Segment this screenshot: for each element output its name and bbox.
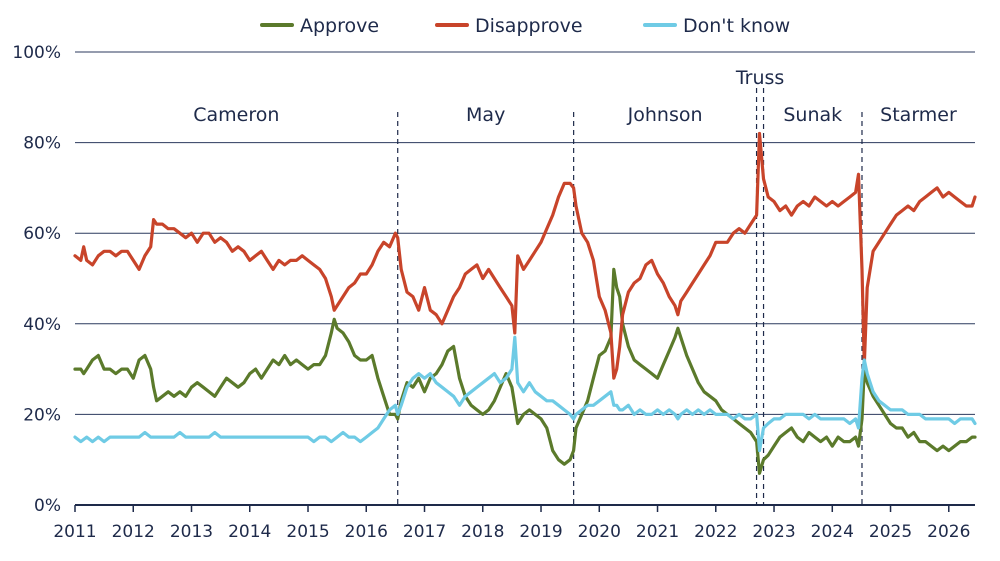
period-label-sunak: Sunak — [783, 104, 842, 126]
series-line-approve — [73, 267, 977, 475]
legend: Approve Disapprove Don't know — [260, 15, 790, 37]
series-line-don-t-know — [73, 335, 977, 453]
x-tick-label: 2016 — [345, 522, 388, 542]
period-label-johnson: Johnson — [627, 104, 703, 126]
y-tick-label: 40% — [23, 315, 61, 335]
x-tick-label: 2019 — [519, 522, 562, 542]
y-tick-label: 20% — [23, 405, 61, 425]
y-tick-label: 60% — [23, 224, 61, 244]
x-tick-label: 2018 — [461, 522, 504, 542]
period-label-cameron: Cameron — [193, 104, 279, 126]
y-tick-label: 80% — [23, 134, 61, 154]
x-tick-label: 2011 — [53, 522, 96, 542]
x-tick-label: 2023 — [752, 522, 795, 542]
series-line-disapprove — [73, 131, 977, 380]
period-label-starmer: Starmer — [880, 104, 957, 126]
legend-label: Don't know — [683, 15, 790, 37]
series-lines — [73, 131, 977, 475]
x-tick-label: 2022 — [694, 522, 737, 542]
x-tick-label: 2015 — [286, 522, 329, 542]
period-labels: Cameron May Johnson Truss Sunak Starmer — [193, 67, 957, 126]
period-label-truss: Truss — [735, 67, 784, 89]
x-tick-label: 2025 — [869, 522, 912, 542]
x-tick-label: 2026 — [927, 522, 970, 542]
legend-label: Approve — [300, 15, 379, 37]
x-tick-label: 2013 — [170, 522, 213, 542]
x-tick-label: 2012 — [112, 522, 155, 542]
x-tick-label: 2017 — [403, 522, 446, 542]
x-tick-label: 2021 — [636, 522, 679, 542]
x-tick-label: 2024 — [811, 522, 854, 542]
y-tick-label: 100% — [12, 43, 61, 63]
x-tick-label: 2020 — [578, 522, 621, 542]
gridlines — [75, 51, 975, 415]
period-dividers — [397, 88, 863, 505]
axes: 0% 20% 40% 60% 80% 100% 2011 2012 2013 2014 2015 20… — [12, 43, 975, 542]
period-label-may: May — [466, 104, 505, 126]
x-tick-label: 2014 — [228, 522, 271, 542]
legend-label: Disapprove — [475, 15, 583, 37]
y-tick-label: 0% — [34, 496, 61, 516]
